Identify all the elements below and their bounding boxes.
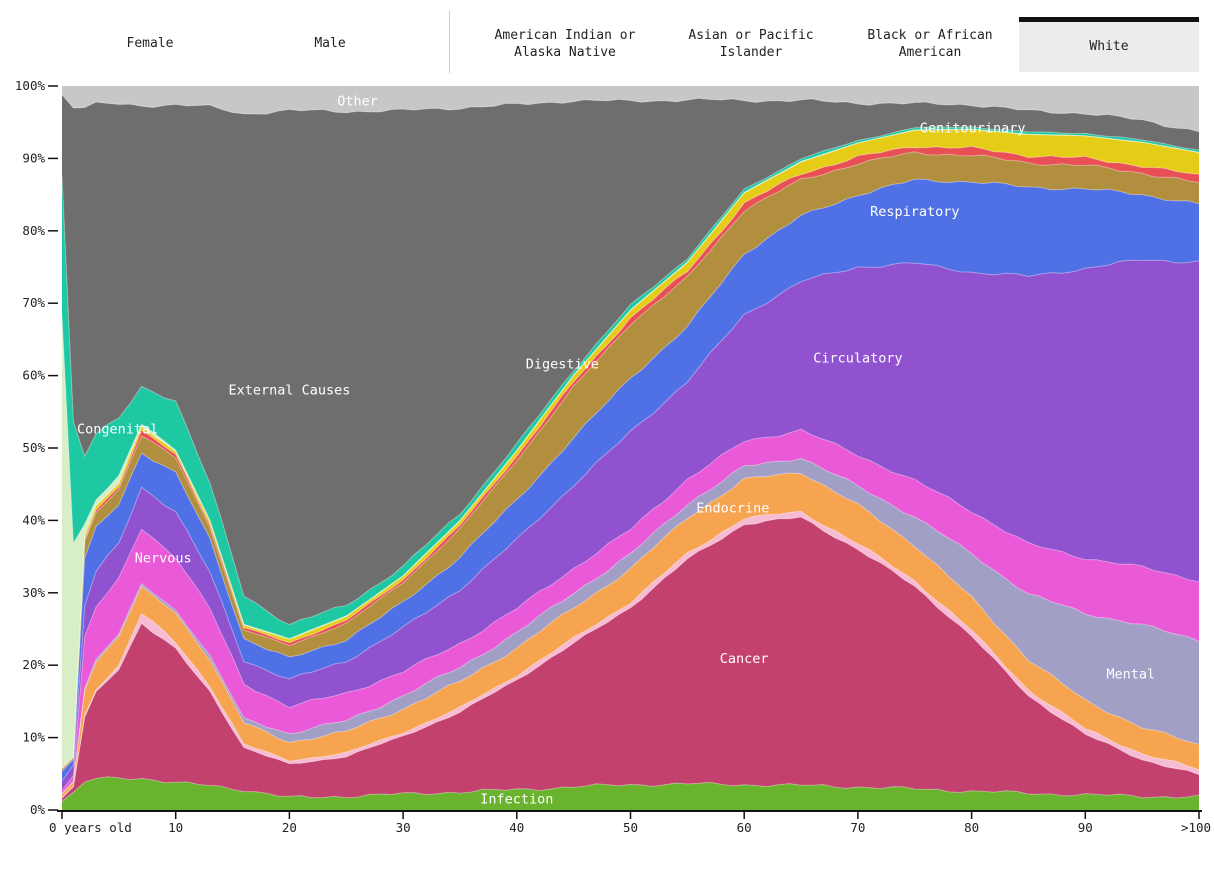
series-label-cancer: Cancer [720, 651, 769, 667]
x-axis-label: 50 [623, 820, 638, 835]
x-axis: 0 years old 10 20 30 40 50 60 70 80 90 >100 [49, 810, 1211, 835]
y-axis-label: 30% [22, 585, 45, 600]
boundary-digestive [61, 151, 1200, 770]
y-axis: 0% 10% 20% 30% 40% 50% 60% 70% 80% 90% 100% [15, 78, 58, 817]
boundary-respiratory [61, 178, 1200, 772]
area-endocrine[interactable] [62, 473, 1199, 798]
y-axis-label: 40% [22, 512, 45, 527]
x-axis-label: 10 [168, 820, 183, 835]
area-nervous[interactable] [62, 429, 1199, 794]
tab-label: Female [126, 36, 174, 52]
area-circulatory[interactable] [62, 260, 1199, 791]
tab-male[interactable]: Male [240, 17, 420, 72]
series-label-other: Other [337, 94, 378, 110]
area-external-causes[interactable] [62, 94, 1199, 625]
y-axis-label: 0% [30, 802, 46, 817]
tab-female[interactable]: Female [60, 17, 240, 72]
y-axis-label: 100% [15, 78, 46, 93]
x-axis-label: 70 [850, 820, 865, 835]
tab-label: Asian or Pacific Islander [688, 27, 814, 60]
x-axis-label: 40 [509, 820, 524, 835]
y-axis-label: 60% [22, 368, 45, 383]
tab-asian-or-pacific-islander[interactable]: Asian or Pacific Islander [661, 17, 841, 72]
x-axis-label: 60 [737, 820, 752, 835]
x-axis-label: 30 [396, 820, 411, 835]
boundary-skin-musculoskeletal [61, 145, 1200, 769]
series-label-congenital: Congenital [77, 422, 158, 438]
x-axis-label: 80 [964, 820, 979, 835]
tab-label: Male [314, 36, 346, 52]
y-axis-label: 80% [22, 223, 45, 238]
tab-black-or-african-american[interactable]: Black or African American [840, 17, 1020, 72]
y-axis-label: 10% [22, 730, 45, 745]
boundary-endocrine [61, 472, 1200, 795]
series-label-circulatory: Circulatory [813, 351, 902, 367]
series-label-infection: Infection [480, 792, 553, 808]
y-axis-label: 20% [22, 657, 45, 672]
area-series-group [62, 86, 1199, 810]
area-infection[interactable] [62, 776, 1199, 810]
series-label-endocrine: Endocrine [696, 501, 769, 517]
x-axis-label: 0 years old [49, 820, 132, 835]
boundary-genitourinary [61, 128, 1200, 769]
y-axis-label: 90% [22, 150, 45, 165]
boundary-nervous [61, 428, 1200, 791]
series-label-external-causes: External Causes [228, 383, 350, 399]
area-other[interactable] [62, 86, 1199, 132]
area-boundary-strokes [61, 94, 1200, 802]
x-axis-label: 90 [1078, 820, 1093, 835]
tab-label: American Indian or Alaska Native [494, 27, 636, 60]
x-axis-label: >100 [1181, 820, 1211, 835]
boundary-circulatory [61, 259, 1200, 782]
tab-label: Black or African American [867, 27, 993, 60]
area-blood[interactable] [62, 511, 1199, 799]
area-respiratory[interactable] [62, 179, 1199, 782]
series-label-mental: Mental [1106, 666, 1155, 682]
series-label-digestive: Digestive [526, 357, 599, 373]
boundary-cancer [61, 516, 1200, 799]
series-label-nervous: Nervous [135, 551, 192, 567]
x-axis-label: 20 [282, 820, 297, 835]
boundary-infection [61, 776, 1200, 802]
series-labels: Infection Cancer Endocrine Mental Nervous Cir… [77, 94, 1155, 808]
tab-white[interactable]: White [1019, 17, 1199, 72]
y-axis-label: 70% [22, 295, 45, 310]
y-axis-label: 50% [22, 440, 45, 455]
series-label-respiratory: Respiratory [870, 204, 959, 220]
tab-label: White [1089, 38, 1129, 54]
boundary-blood [61, 510, 1200, 799]
tab-group-divider [449, 10, 450, 73]
demographic-tab-bar: Female Male American Indian or Alaska Nati… [0, 0, 1214, 78]
boundary-mental [61, 457, 1200, 794]
area-cancer[interactable] [62, 517, 1199, 802]
series-label-genitourinary: Genitourinary [920, 121, 1026, 137]
boundary-external-causes [61, 94, 1200, 133]
boundary-congenital [61, 126, 1200, 626]
area-mental[interactable] [62, 458, 1199, 795]
boundary-perinatal [61, 128, 1200, 640]
tab-american-indian-or-alaska-native[interactable]: American Indian or Alaska Native [475, 17, 655, 72]
